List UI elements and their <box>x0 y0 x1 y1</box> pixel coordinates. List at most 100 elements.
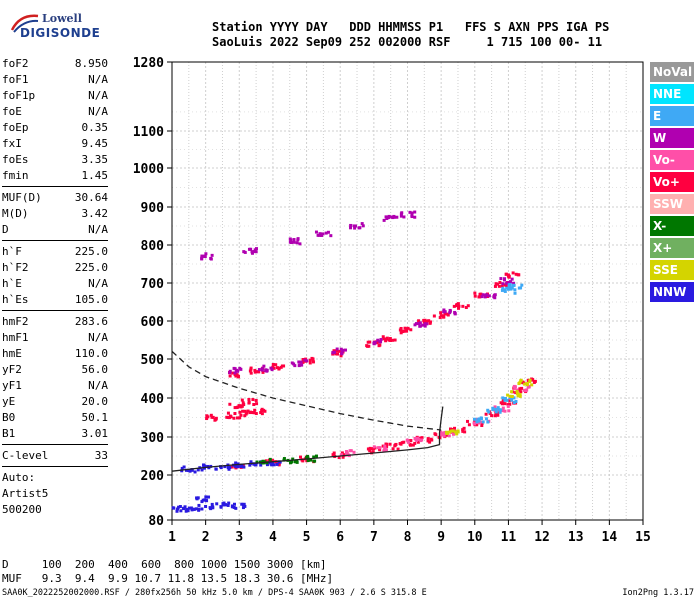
echo-point <box>481 293 485 297</box>
echo-point <box>402 440 406 444</box>
echo-point <box>499 277 503 281</box>
echo-point <box>391 338 395 342</box>
echo-point <box>291 457 295 461</box>
param-value: N/A <box>88 223 108 236</box>
echo-point <box>202 466 206 470</box>
profile-curve <box>171 350 442 431</box>
echo-point <box>242 465 246 469</box>
echo-point <box>519 390 523 394</box>
echo-point <box>408 442 412 446</box>
echo-point <box>520 283 524 287</box>
echo-point <box>496 282 500 286</box>
echo-point <box>176 507 180 511</box>
echo-point <box>339 354 343 358</box>
echo-point <box>252 411 256 415</box>
param-row: fxI 9.45 <box>2 136 108 152</box>
x-tick-label: 3 <box>235 530 243 545</box>
scaled-parameters-panel: foF2 8.950 foF1 N/A foF1p N/A foE N/A foEp 0.35 fx… <box>2 56 108 518</box>
echo-point <box>179 509 183 513</box>
echo-point <box>337 456 341 460</box>
echo-point <box>442 310 446 314</box>
legend-item: NoVal <box>650 62 694 82</box>
echo-point <box>498 410 502 414</box>
echo-point <box>493 284 497 288</box>
echo-point <box>447 434 451 438</box>
param-value: N/A <box>88 277 108 290</box>
echo-point <box>341 455 345 459</box>
file-info-footer: SAA0K_2022252002000.RSF / 280fx256h 50 k… <box>2 588 427 598</box>
echo-point <box>393 338 397 342</box>
echo-point <box>293 460 297 464</box>
echo-point <box>277 462 281 466</box>
echo-point <box>238 366 242 370</box>
param-value: 33 <box>94 449 108 462</box>
echo-point <box>428 321 432 325</box>
x-tick-label: 15 <box>635 530 651 545</box>
echo-point <box>510 277 514 281</box>
echo-point <box>289 238 293 242</box>
echo-point <box>301 357 305 361</box>
echo-point <box>463 430 467 434</box>
param-value: 0.35 <box>81 121 109 134</box>
echo-point <box>527 384 531 388</box>
echo-point <box>388 337 392 341</box>
echo-point <box>354 224 358 228</box>
echo-point <box>311 357 315 361</box>
echo-point <box>480 295 484 299</box>
autoscaler-name: Artist5 <box>2 487 49 500</box>
echo-point <box>481 420 485 424</box>
echo-point <box>506 403 510 407</box>
echo-point <box>209 507 213 511</box>
echo-point <box>409 328 413 332</box>
echo-point <box>264 459 268 463</box>
echo-point <box>504 272 508 276</box>
echo-point <box>250 411 254 415</box>
param-name: D <box>2 223 9 236</box>
params-group-4: hmF2 283.6 hmF1 N/A hmE 110.0 yF2 56.0 yF1 N/A yE 2… <box>2 314 108 442</box>
echo-point <box>249 247 253 251</box>
param-name: M(D) <box>2 207 29 220</box>
echo-point <box>332 350 336 354</box>
echo-point <box>204 504 208 508</box>
echo-point <box>252 250 256 254</box>
echo-point <box>335 347 339 351</box>
echo-point <box>503 396 507 400</box>
param-row: hmE 110.0 <box>2 346 108 362</box>
echo-point <box>233 406 237 410</box>
echo-point <box>305 359 309 363</box>
echo-point <box>427 319 431 323</box>
echo-point <box>411 443 415 447</box>
param-value: N/A <box>88 89 108 102</box>
echo-point <box>204 495 208 499</box>
echo-point <box>303 358 307 362</box>
echo-point <box>368 340 372 344</box>
echo-point <box>249 367 253 371</box>
echo-point <box>340 451 344 455</box>
echo-point <box>438 316 442 320</box>
echo-point <box>445 431 449 435</box>
echo-point <box>366 344 370 348</box>
echo-point <box>335 349 339 353</box>
echo-point <box>348 449 352 453</box>
echo-point <box>250 250 254 254</box>
echo-point <box>428 440 432 444</box>
echo-point <box>233 412 237 416</box>
echo-point <box>376 446 380 450</box>
echo-point <box>508 402 512 406</box>
echo-point <box>306 456 310 460</box>
x-tick-label: 2 <box>202 530 210 545</box>
echo-point <box>249 460 253 464</box>
echo-point <box>401 330 405 334</box>
echo-point <box>255 402 259 406</box>
header-line-1: Station YYYY DAY DDD HHMMSS P1 FFS S AXN… <box>212 20 610 34</box>
echo-point <box>517 286 521 290</box>
echo-point <box>406 326 410 330</box>
echo-point <box>457 304 461 308</box>
param-name: yF1 <box>2 379 22 392</box>
auto-label: Auto: <box>2 471 36 484</box>
echo-point <box>274 363 278 367</box>
echo-point <box>336 352 340 356</box>
echo-point <box>241 506 245 510</box>
echo-point <box>232 502 236 506</box>
param-value: 3.35 <box>81 153 109 166</box>
